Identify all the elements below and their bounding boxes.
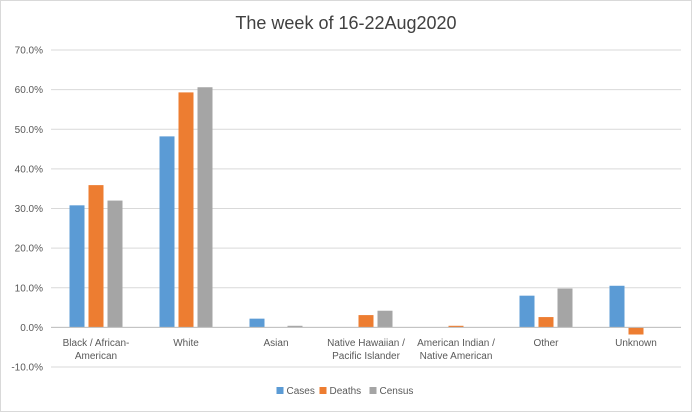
- x-category-label: Unknown: [615, 338, 657, 349]
- bar-cases: [249, 318, 265, 328]
- y-axis-tick-labels: -10.0% 0.0% 10.0% 20.0% 30.0% 40.0% 50.0% 60.0%…: [11, 46, 43, 374]
- legend-swatch-deaths: [319, 387, 327, 394]
- y-tick-label: -10.0%: [11, 363, 43, 374]
- legend-label-cases: Cases: [287, 386, 315, 397]
- legend-label-deaths: Deaths: [330, 386, 362, 397]
- legend: Cases Deaths Census: [276, 386, 414, 397]
- x-category-label: White: [173, 338, 199, 349]
- bar-deaths: [628, 327, 644, 335]
- legend-swatch-cases: [276, 387, 284, 394]
- bar-census: [557, 288, 573, 328]
- y-tick-label: 60.0%: [15, 85, 43, 96]
- x-category-label: Other: [533, 338, 559, 349]
- bar-census: [287, 325, 303, 328]
- y-tick-label: 40.0%: [15, 164, 43, 175]
- y-tick-label: 70.0%: [15, 46, 43, 57]
- bar-census: [377, 310, 393, 328]
- y-tick-label: 50.0%: [15, 125, 43, 136]
- legend-swatch-census: [369, 387, 377, 394]
- x-category-label: Black / African-American: [63, 338, 130, 362]
- x-category-label: American Indian / Native American: [417, 338, 495, 362]
- bar-cases: [519, 295, 535, 328]
- y-tick-label: 30.0%: [15, 204, 43, 215]
- bar-census: [197, 87, 213, 328]
- bar-cases: [159, 136, 175, 328]
- y-tick-label: 0.0%: [20, 323, 43, 334]
- bar-cases: [69, 205, 85, 328]
- bar-deaths: [178, 92, 194, 328]
- x-category-label: Native Hawaiian / Pacific Islander: [327, 338, 405, 362]
- bar-deaths: [88, 185, 104, 328]
- y-tick-label: 10.0%: [15, 283, 43, 294]
- bar-deaths: [358, 315, 374, 328]
- bar-census: [107, 200, 123, 328]
- y-tick-label: 20.0%: [15, 244, 43, 255]
- bar-deaths: [538, 317, 554, 328]
- bars: [69, 87, 644, 335]
- bar-cases: [609, 285, 625, 328]
- bar-deaths: [448, 325, 464, 328]
- legend-label-census: Census: [380, 386, 414, 397]
- chart-title: The week of 16-22Aug2020: [235, 13, 456, 33]
- x-category-label: Asian: [263, 338, 288, 349]
- x-axis-category-labels: Black / African-American White Asian Native…: [63, 338, 657, 362]
